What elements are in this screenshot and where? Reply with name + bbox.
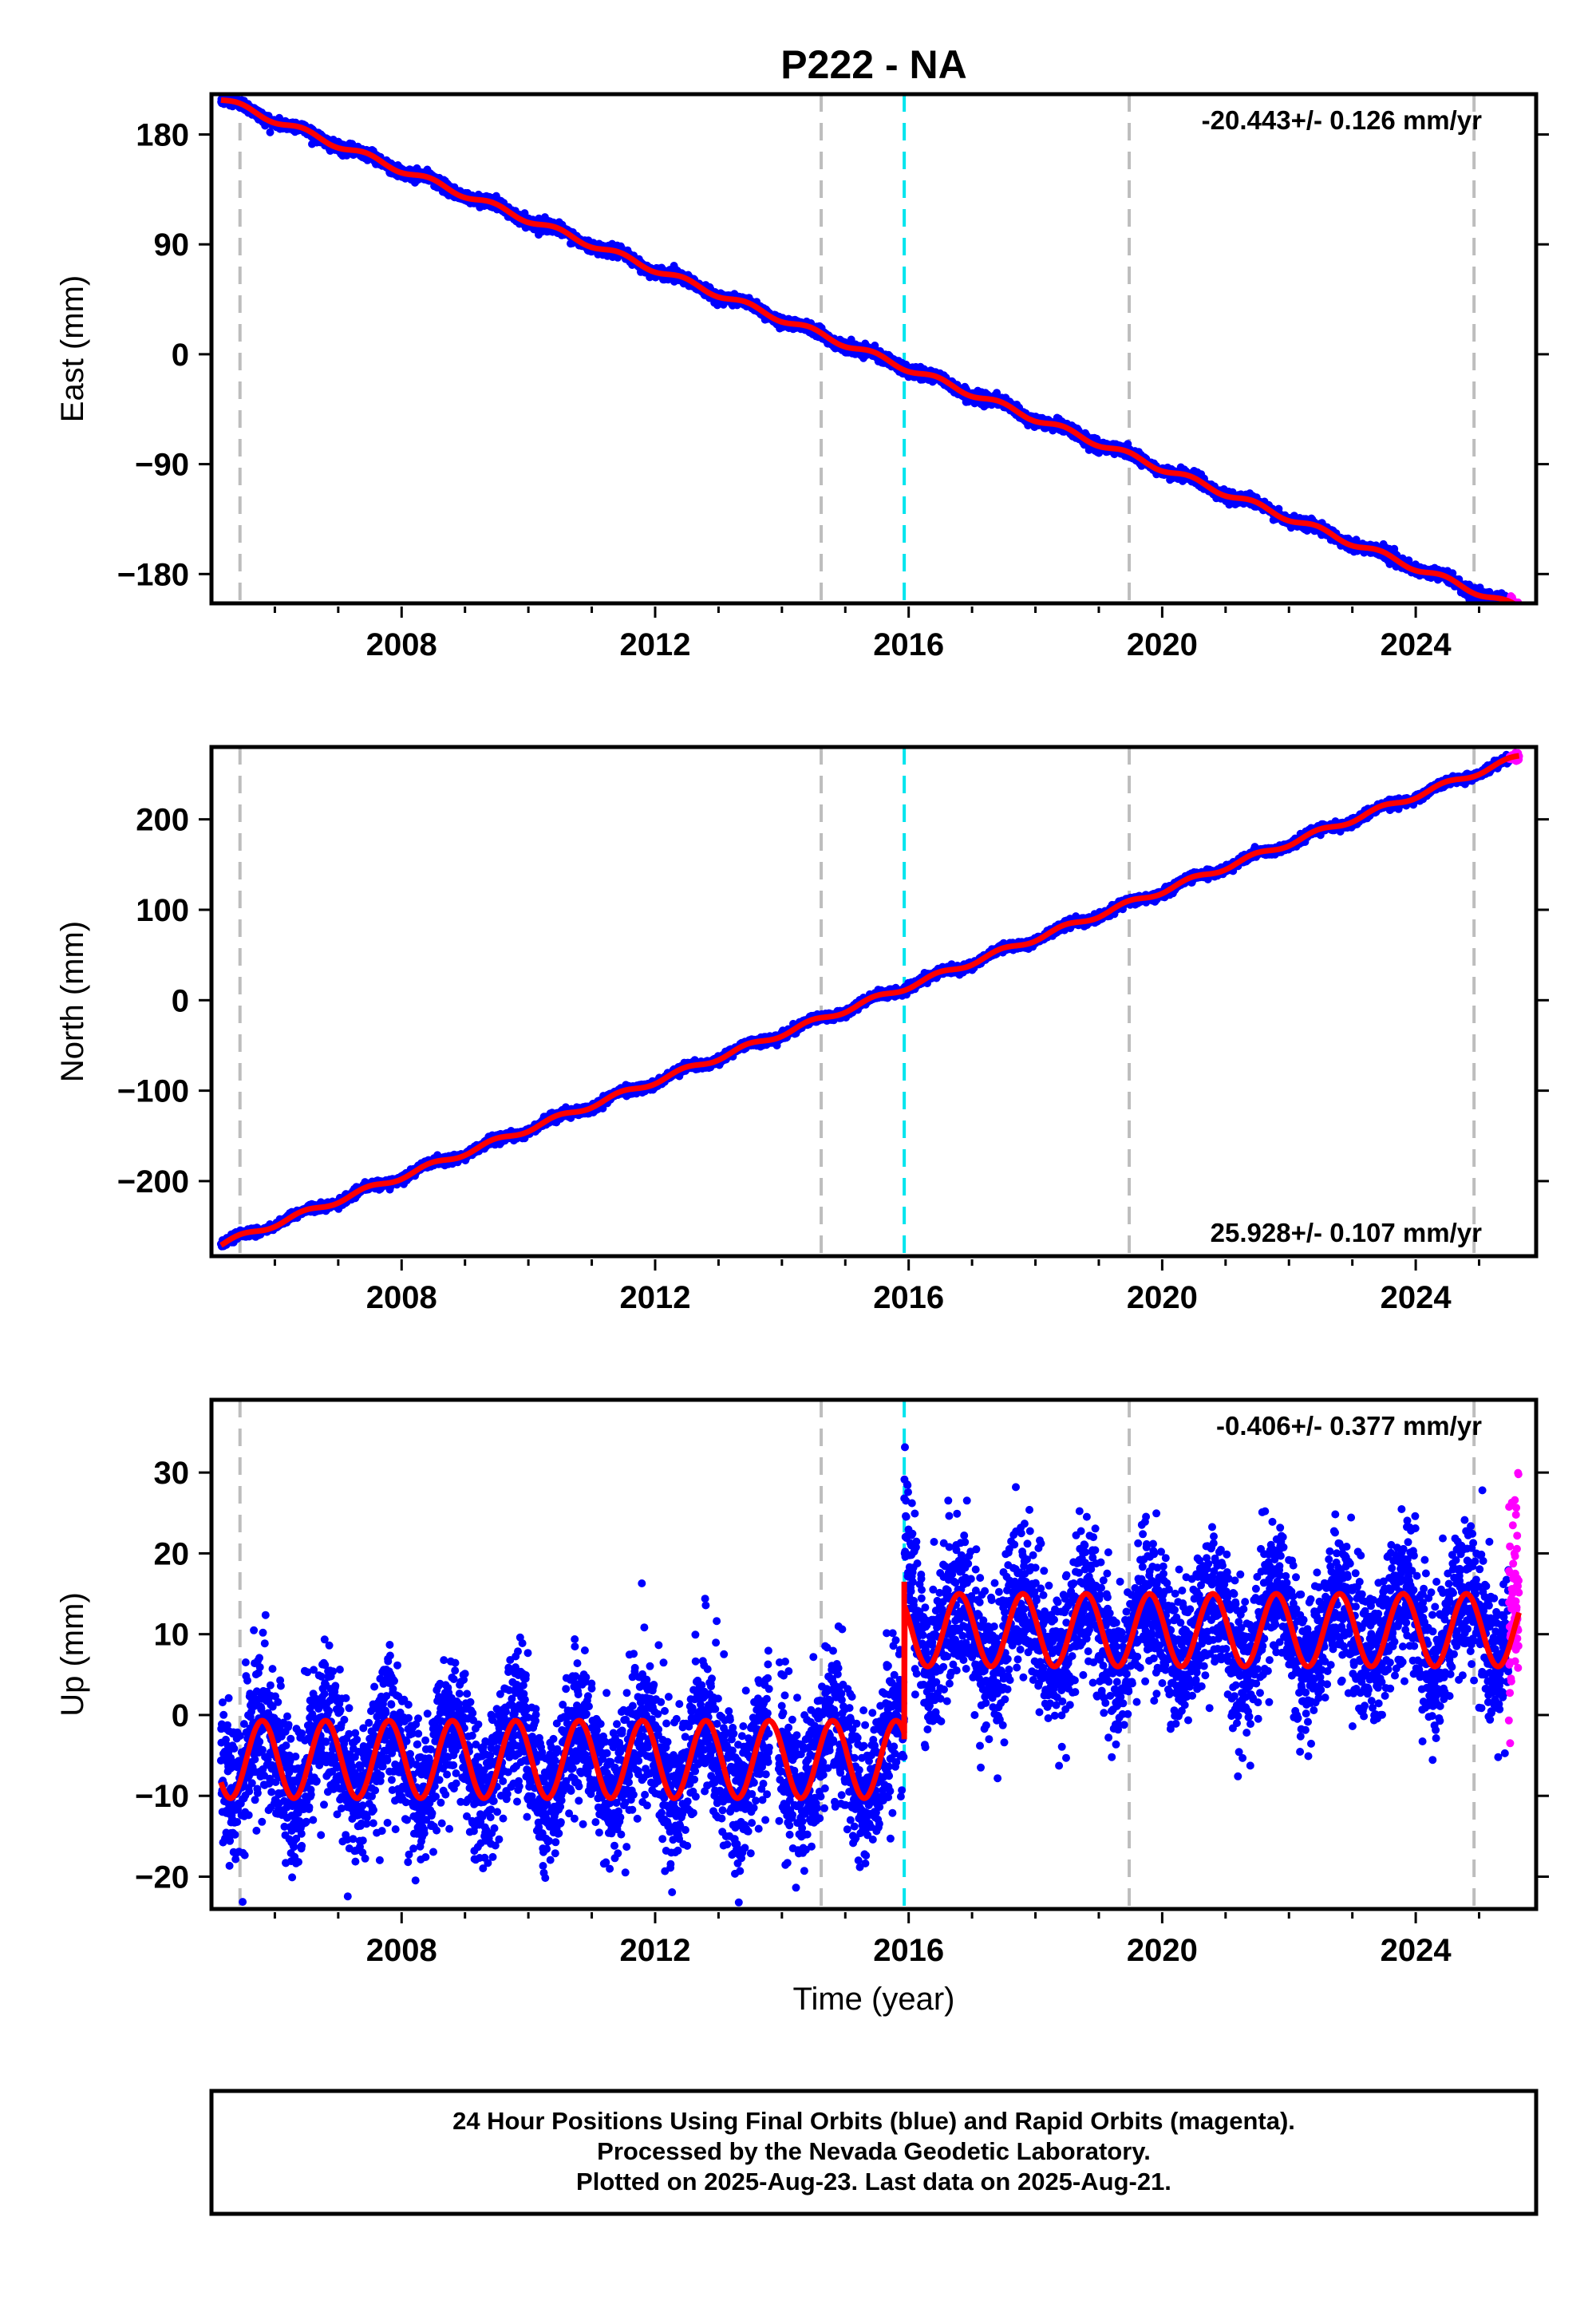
y-tick-label: −200 (117, 1164, 189, 1199)
x-tick-label: 2012 (619, 627, 690, 662)
plot-frame (209, 92, 1539, 606)
x-axis-label: Time (year) (793, 1982, 955, 2017)
x-tick-label: 2008 (366, 1933, 437, 1968)
y-tick-label: −20 (135, 1860, 189, 1895)
model-fit-line (218, 1591, 1522, 1801)
model-fit-line (219, 97, 1519, 603)
x-tick-label: 2024 (1381, 1933, 1452, 1968)
x-tick-label: 2016 (873, 1280, 944, 1315)
y-tick-label: 10 (154, 1618, 190, 1653)
rate-label: 25.928+/- 0.107 mm/yr (1211, 1218, 1482, 1247)
x-tick-label: 2024 (1381, 627, 1452, 662)
y-tick-label: 30 (154, 1456, 190, 1491)
x-tick-label: 2008 (366, 1280, 437, 1315)
model-fit-line (219, 753, 1522, 1248)
plot-area (216, 747, 1523, 1256)
y-tick-label: 200 (136, 803, 189, 838)
footer-line-1: 24 Hour Positions Using Final Orbits (bl… (452, 2107, 1295, 2135)
y-tick-label: 0 (172, 338, 189, 373)
up-panel: 2008 2012 2016 2020 2024 30 20 10 0 −10 −20 Up (mm)… (55, 1397, 1549, 2017)
x-tick-label: 2020 (1127, 627, 1198, 662)
y-tick-label: 90 (154, 227, 190, 263)
x-tick-label: 2016 (873, 627, 944, 662)
y-tick-label: 20 (154, 1536, 190, 1571)
rapid-orbit-points (1504, 1468, 1523, 1748)
y-axis-label: Up (mm) (55, 1592, 90, 1717)
x-tick-label: 2024 (1381, 1280, 1452, 1315)
x-tick-label: 2012 (619, 1933, 690, 1968)
x-tick-label: 2012 (619, 1280, 690, 1315)
rate-label: -0.406+/- 0.377 mm/yr (1216, 1411, 1482, 1441)
y-tick-label: −10 (135, 1779, 189, 1814)
y-tick-label: −100 (117, 1074, 189, 1109)
footer-line-2: Processed by the Nevada Geodetic Laborat… (597, 2137, 1151, 2165)
plot-frame (209, 1397, 1539, 1911)
footer-line-3: Plotted on 2025-Aug-23. Last data on 202… (576, 2168, 1171, 2195)
figure-title: P222 - NA (780, 42, 966, 87)
y-axis-label: North (mm) (55, 921, 90, 1082)
north-panel: 2008 2012 2016 2020 2024 200 100 0 −100 −200 North… (55, 745, 1549, 1315)
rate-label: -20.443+/- 0.126 mm/yr (1202, 105, 1482, 135)
y-tick-label: −180 (117, 557, 189, 592)
plot-area (217, 94, 1523, 603)
footer-box: 24 Hour Positions Using Final Orbits (bl… (209, 2089, 1539, 2216)
y-axis-label: East (mm) (55, 275, 90, 422)
plot-frame (209, 745, 1539, 1259)
x-tick-label: 2020 (1127, 1933, 1198, 1968)
x-tick-label: 2020 (1127, 1280, 1198, 1315)
x-tick-label: 2016 (873, 1933, 944, 1968)
y-tick-label: 100 (136, 893, 189, 928)
x-tick-label: 2008 (366, 627, 437, 662)
y-tick-label: 180 (136, 117, 189, 152)
y-tick-label: 0 (172, 1698, 189, 1733)
east-panel: 2008 2012 2016 2020 2024 180 90 0 −90 −180 East (m… (55, 92, 1549, 662)
final-orbit-points (216, 1443, 1513, 1907)
plot-area (216, 1400, 1523, 1909)
y-tick-label: −90 (135, 448, 189, 483)
y-tick-label: 0 (172, 983, 189, 1018)
